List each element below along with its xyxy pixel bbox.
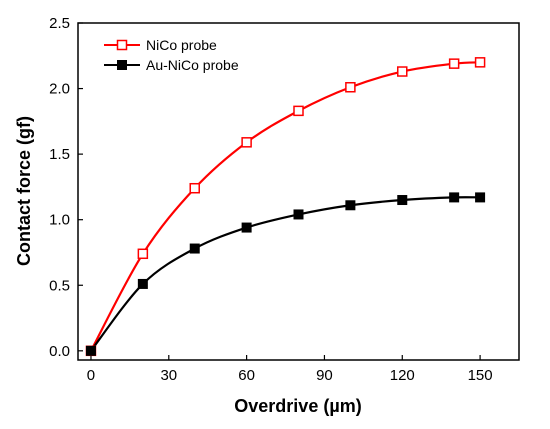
data-point-au-nico-probe bbox=[137, 278, 148, 289]
data-point-nico-probe bbox=[293, 105, 304, 117]
x-tick-label: 0 bbox=[87, 367, 95, 384]
series-line-nico-probe bbox=[90, 61, 481, 352]
data-point-au-nico-probe bbox=[241, 222, 252, 233]
y-tick-label: 0.5 bbox=[49, 277, 70, 294]
y-tick-label: 2.5 bbox=[49, 15, 70, 32]
plot-frame bbox=[77, 22, 520, 361]
data-point-nico-probe bbox=[241, 137, 252, 148]
legend-label-au-nico-probe: Au-NiCo probe bbox=[146, 57, 239, 73]
data-point-au-nico-probe bbox=[449, 192, 460, 203]
legend-marker-au-nico-probe bbox=[117, 60, 127, 70]
y-tick-label: 1.0 bbox=[49, 212, 70, 229]
y-tick-label: 1.5 bbox=[49, 146, 70, 163]
data-point-nico-probe bbox=[448, 58, 460, 69]
data-point-nico-probe bbox=[189, 182, 200, 194]
data-point-nico-probe bbox=[345, 82, 356, 93]
data-point-au-nico-probe bbox=[85, 345, 96, 356]
data-point-au-nico-probe bbox=[345, 200, 356, 211]
x-axis-title: Overdrive (µm) bbox=[234, 396, 361, 416]
legend-label-nico-probe: NiCo probe bbox=[146, 37, 217, 53]
x-tick-label: 60 bbox=[238, 367, 255, 384]
y-axis-title: Contact force (gf) bbox=[14, 116, 34, 266]
axis-ticks: 0 30 60 90 120 150 0.0 0.5 1.0 1.5 2.0 2.5 bbox=[49, 15, 492, 384]
y-tick-label: 0.0 bbox=[49, 343, 70, 360]
series-lines bbox=[90, 61, 481, 352]
data-point-au-nico-probe bbox=[293, 209, 304, 220]
x-tick-label: 150 bbox=[468, 367, 493, 384]
x-tick-label: 90 bbox=[316, 367, 333, 384]
data-point-au-nico-probe bbox=[397, 195, 408, 206]
y-tick-label: 2.0 bbox=[49, 81, 70, 98]
data-point-nico-probe bbox=[397, 66, 408, 77]
legend-marker-nico-probe bbox=[116, 39, 128, 51]
data-point-nico-probe bbox=[474, 57, 486, 68]
data-point-nico-probe bbox=[137, 248, 149, 260]
data-point-au-nico-probe bbox=[475, 192, 486, 203]
legend: NiCo probe Au-NiCo probe bbox=[104, 37, 239, 73]
data-point-au-nico-probe bbox=[189, 243, 200, 254]
series-line-au-nico-probe bbox=[90, 196, 481, 352]
x-tick-label: 120 bbox=[390, 367, 415, 384]
x-tick-label: 30 bbox=[160, 367, 177, 384]
series-markers bbox=[85, 57, 486, 357]
